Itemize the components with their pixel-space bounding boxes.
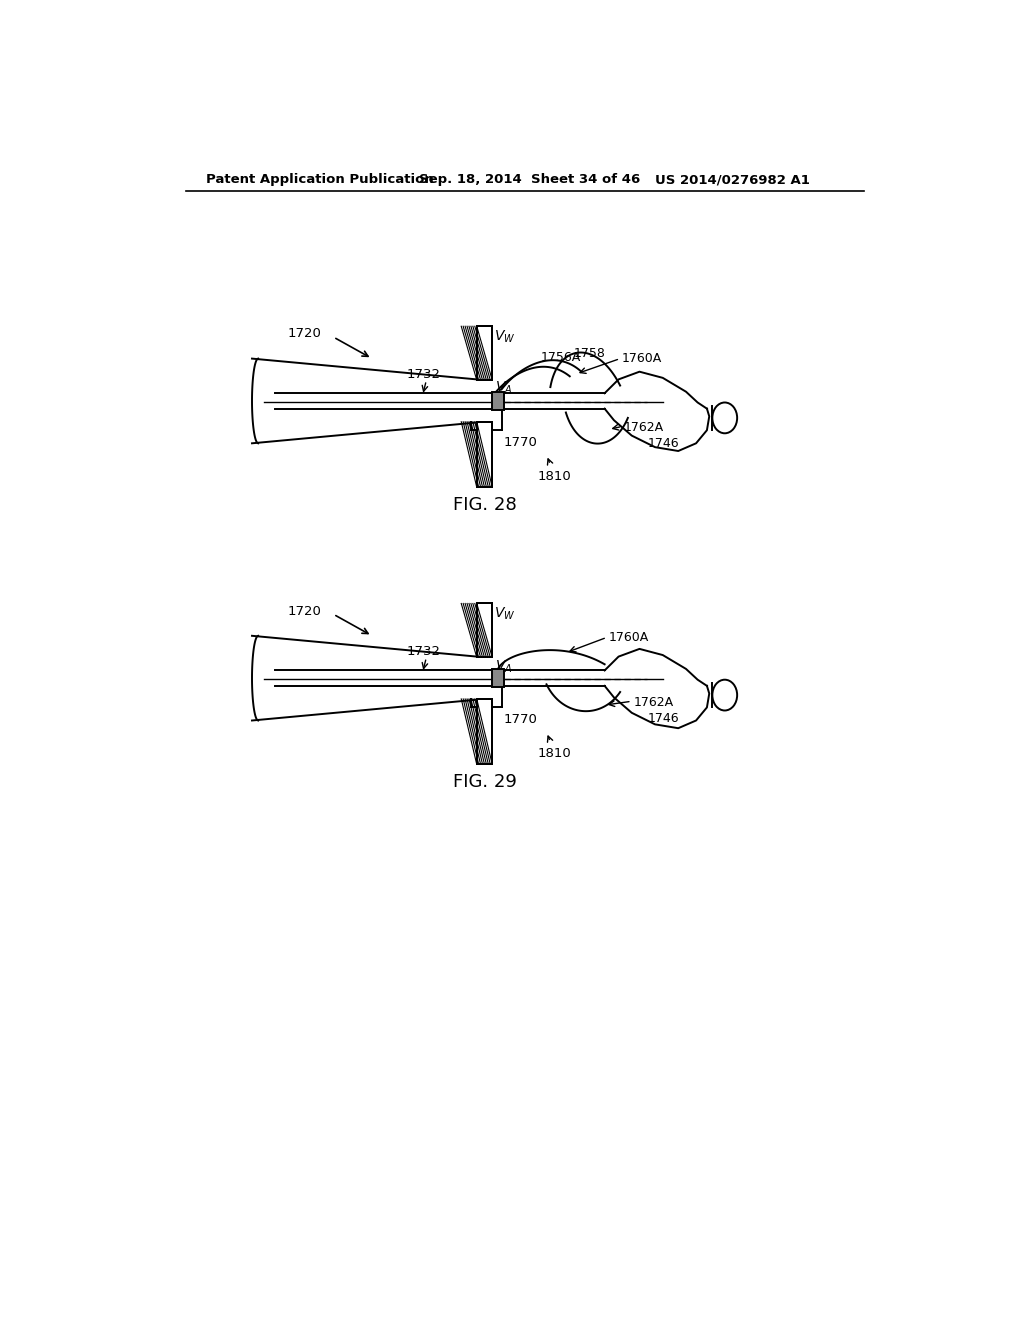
Bar (477, 422, 493, 487)
Text: $V_A$: $V_A$ (496, 659, 513, 675)
Text: 1762A: 1762A (624, 421, 665, 434)
Text: 1760A: 1760A (608, 631, 649, 644)
Text: 1770: 1770 (504, 713, 538, 726)
Text: 1762A: 1762A (633, 696, 674, 709)
Text: 1720: 1720 (288, 327, 322, 341)
Text: 1732: 1732 (407, 367, 441, 380)
Text: 1746: 1746 (647, 437, 679, 450)
Ellipse shape (713, 403, 737, 433)
Text: 1720: 1720 (288, 605, 322, 618)
Text: $V_W$: $V_W$ (494, 329, 515, 346)
Bar (477, 603, 493, 657)
Text: 1732: 1732 (407, 644, 441, 657)
Bar (477, 603, 493, 657)
Bar (493, 392, 504, 411)
Text: US 2014/0276982 A1: US 2014/0276982 A1 (655, 173, 810, 186)
Text: Patent Application Publication: Patent Application Publication (206, 173, 433, 186)
Text: $V_A$: $V_A$ (496, 380, 513, 396)
Text: 1770: 1770 (504, 436, 538, 449)
Text: 1756A: 1756A (541, 351, 581, 364)
Text: 1760A: 1760A (622, 352, 662, 366)
Bar (477, 422, 493, 487)
Text: FIG. 28: FIG. 28 (453, 496, 516, 513)
Bar (493, 669, 504, 688)
Bar (477, 700, 493, 764)
Text: Sep. 18, 2014  Sheet 34 of 46: Sep. 18, 2014 Sheet 34 of 46 (419, 173, 640, 186)
Text: 1810: 1810 (538, 747, 571, 760)
Text: $V_W$: $V_W$ (494, 606, 515, 623)
Bar (477, 326, 493, 380)
Text: 1810: 1810 (538, 470, 571, 483)
Bar (477, 700, 493, 764)
Bar (477, 326, 493, 380)
Ellipse shape (713, 680, 737, 710)
Text: 1758: 1758 (573, 347, 605, 360)
Text: FIG. 29: FIG. 29 (453, 774, 516, 791)
Text: 1746: 1746 (647, 713, 679, 726)
